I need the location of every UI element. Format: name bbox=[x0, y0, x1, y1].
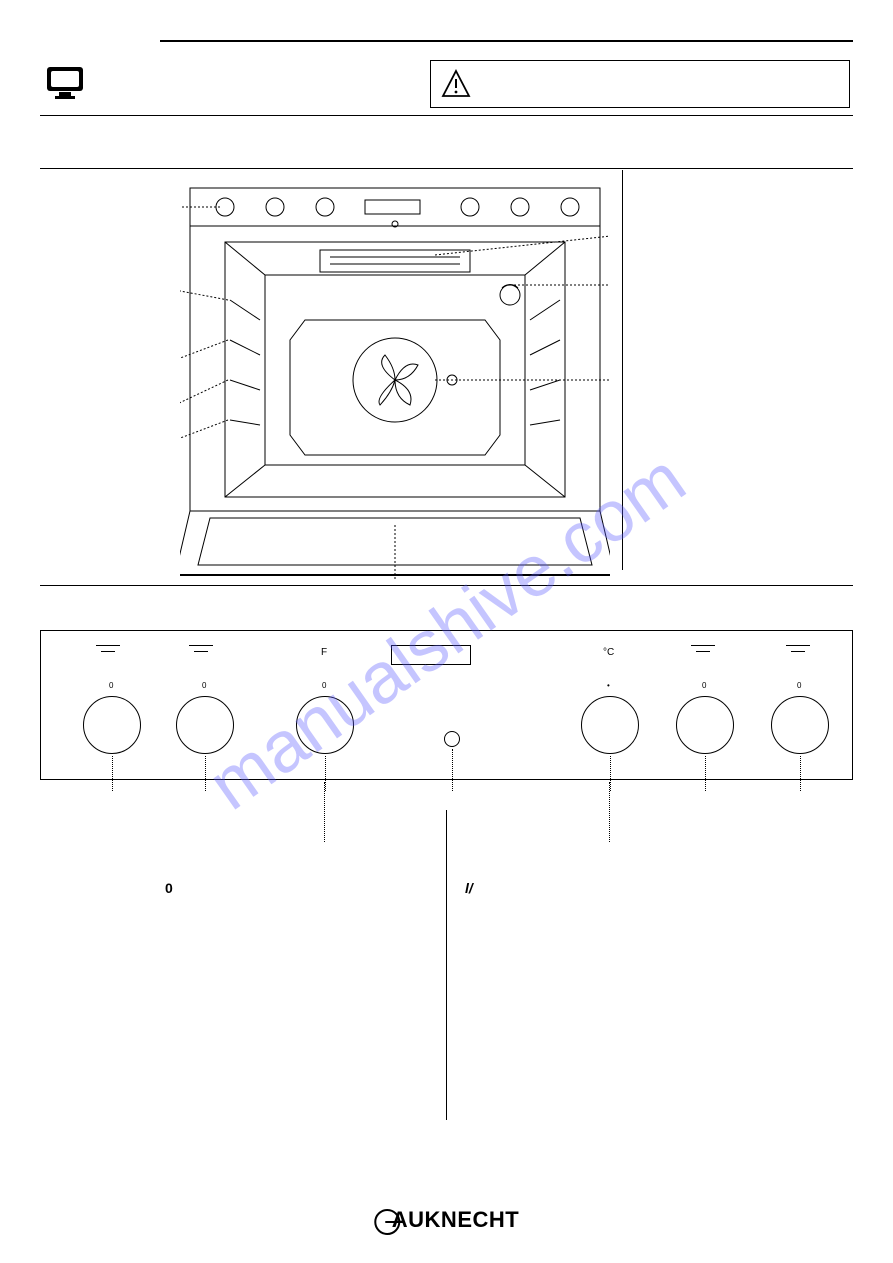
hob-mark-2b bbox=[194, 651, 208, 652]
hob-knob-1[interactable] bbox=[83, 696, 141, 754]
lead-3 bbox=[325, 756, 326, 791]
hob-knob-2[interactable] bbox=[176, 696, 234, 754]
lead-4 bbox=[452, 749, 453, 791]
knob-zero-5: 0 bbox=[702, 681, 706, 690]
hob-mark-3b bbox=[696, 651, 710, 652]
lead-6 bbox=[705, 756, 706, 791]
bottom-label-left: 0 bbox=[165, 880, 173, 896]
knob-zero-2: 0 bbox=[202, 681, 206, 690]
hob-mark-1 bbox=[96, 645, 120, 646]
knob-zero-6: 0 bbox=[797, 681, 801, 690]
hob-knob-4[interactable] bbox=[771, 696, 829, 754]
knob-zero-3: 0 bbox=[322, 681, 326, 690]
hob-mark-2 bbox=[189, 645, 213, 646]
lead-2 bbox=[205, 756, 206, 791]
knob-zero-4: • bbox=[607, 681, 610, 690]
function-knob[interactable] bbox=[296, 696, 354, 754]
oven-section-top-rule bbox=[40, 168, 853, 169]
hob-mark-3 bbox=[691, 645, 715, 646]
function-label: F bbox=[321, 647, 327, 658]
monitor-icon bbox=[45, 62, 85, 102]
brand-logo: AUKNECHT bbox=[374, 1207, 519, 1233]
hob-mark-4 bbox=[786, 645, 810, 646]
panel-display bbox=[391, 645, 471, 665]
warning-triangle-icon bbox=[441, 69, 471, 99]
brand-circle-icon bbox=[374, 1209, 400, 1235]
lead-7 bbox=[800, 756, 801, 791]
knob-zero-1: 0 bbox=[109, 681, 113, 690]
hob-knob-3[interactable] bbox=[676, 696, 734, 754]
oven-section-divider bbox=[622, 170, 623, 570]
hob-mark-1b bbox=[101, 651, 115, 652]
bottom-label-right: l/ bbox=[465, 880, 473, 896]
indicator-lamp bbox=[444, 731, 460, 747]
lead-5 bbox=[610, 756, 611, 791]
temperature-knob[interactable] bbox=[581, 696, 639, 754]
hob-mark-4b bbox=[791, 651, 805, 652]
header-bottom-rule bbox=[40, 115, 853, 116]
oven-section-bottom-rule bbox=[40, 585, 853, 586]
control-panel-box: F °C 0 0 0 • 0 0 bbox=[40, 630, 853, 780]
brand-text: AUKNECHT bbox=[392, 1207, 519, 1233]
temp-label: °C bbox=[603, 647, 614, 658]
header-top-rule bbox=[160, 40, 853, 42]
bottom-column-divider bbox=[446, 810, 447, 1120]
lead-1 bbox=[112, 756, 113, 791]
oven-diagram bbox=[180, 180, 610, 580]
warning-box bbox=[430, 60, 850, 108]
lead-below-2 bbox=[609, 782, 610, 842]
lead-below-1 bbox=[324, 782, 325, 842]
